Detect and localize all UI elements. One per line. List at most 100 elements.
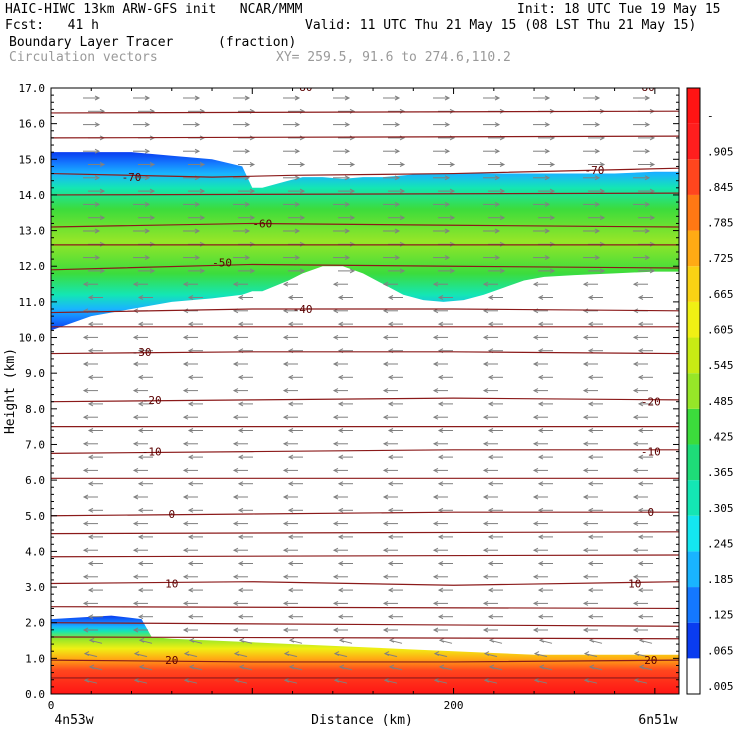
y-tick-label: 6.0 <box>25 474 45 487</box>
circulation-vector-head <box>94 148 101 154</box>
circulation-vector-head <box>594 175 601 181</box>
circulation-vector-head <box>482 334 489 340</box>
circulation-vector-head <box>182 574 189 580</box>
circulation-vector-head <box>338 664 345 670</box>
circulation-vector-head <box>82 441 89 447</box>
circulation-vector-head <box>332 334 339 340</box>
circulation-vector-head <box>394 148 401 154</box>
y-tick-label: 9.0 <box>25 367 45 380</box>
circulation-vector-head <box>544 228 551 234</box>
contour-label: 0 <box>168 508 175 521</box>
circulation-vector-head <box>144 148 151 154</box>
circulation-vector-head <box>632 361 639 367</box>
y-tick-label: 7.0 <box>25 438 45 451</box>
circulation-vector-head <box>537 295 544 300</box>
circulation-vector-head <box>294 255 301 261</box>
circulation-vector-head <box>244 228 251 234</box>
circulation-vector-head <box>482 441 489 447</box>
circulation-vector-head <box>388 664 395 670</box>
circulation-vector-head <box>637 321 644 327</box>
circulation-vector-head <box>583 677 590 683</box>
circulation-vector-head <box>182 547 189 553</box>
circulation-vector-head <box>399 215 406 221</box>
circulation-vector-head <box>482 627 489 633</box>
circulation-vector-head <box>99 268 106 274</box>
circulation-vector-head <box>432 467 439 473</box>
circulation-vector-head <box>382 547 389 553</box>
circulation-vector-head <box>449 162 456 167</box>
circulation-vector-head <box>333 677 340 683</box>
circulation-vector-head <box>87 428 94 433</box>
circulation-vector-head <box>649 162 656 167</box>
circulation-vector-head <box>287 374 294 380</box>
contour-label: -30 <box>132 346 152 359</box>
circulation-vector-head <box>387 481 394 487</box>
circulation-vector-head <box>387 401 394 407</box>
colorbar-swatch <box>687 658 700 694</box>
circulation-vector-head <box>637 295 644 300</box>
circulation-vector-head <box>132 361 139 367</box>
circulation-vector-head <box>382 441 389 447</box>
circulation-vector-head <box>532 521 539 527</box>
circulation-vector-head <box>383 651 390 657</box>
circulation-vector-head <box>582 494 589 500</box>
circulation-vector-head <box>437 374 444 380</box>
circulation-vector-head <box>533 677 540 683</box>
circulation-vector-head <box>488 637 495 643</box>
circulation-vector-head <box>633 651 640 657</box>
circulation-vector-head <box>633 677 640 683</box>
circulation-vector-head <box>337 614 344 620</box>
circulation-vector-head <box>332 467 339 473</box>
circulation-vector-head <box>432 627 439 633</box>
circulation-vector-head <box>294 148 301 154</box>
circulation-vector-head <box>232 388 239 394</box>
circulation-vector-head <box>232 627 239 633</box>
circulation-vector-head <box>487 454 494 460</box>
circulation-vector-head <box>582 334 589 340</box>
circulation-vector-head <box>644 201 651 207</box>
circulation-vector-head <box>394 122 401 128</box>
circulation-vector-head <box>132 494 139 500</box>
circulation-vector-head <box>187 507 194 513</box>
y-tick-label: 2.0 <box>25 617 45 630</box>
circulation-vector-head <box>533 651 540 657</box>
circulation-vector-head <box>349 215 356 221</box>
circulation-vector-head <box>282 388 289 394</box>
temperature-contour <box>51 308 679 314</box>
circulation-vector-head <box>332 574 339 580</box>
x-tick-label: 0 <box>48 699 55 712</box>
circulation-vector-head <box>132 600 139 606</box>
circulation-vector-head <box>87 348 94 354</box>
circulation-vector-head <box>487 401 494 407</box>
circulation-vector-head <box>387 295 394 300</box>
circulation-vector-head <box>444 228 451 234</box>
circulation-vector-head <box>283 677 290 683</box>
circulation-vector-head <box>599 188 606 194</box>
circulation-vector-head <box>532 414 539 420</box>
circulation-vector-head <box>483 651 490 657</box>
circulation-vector-head <box>444 148 451 154</box>
circulation-vector-head <box>587 587 594 593</box>
y-tick-label: 14.0 <box>19 189 46 202</box>
circulation-vector-head <box>238 664 245 670</box>
circulation-vector-head <box>582 388 589 394</box>
colorbar-label: .845 <box>707 181 734 194</box>
circulation-vector-head <box>182 334 189 340</box>
circulation-vector-head <box>132 547 139 553</box>
circulation-vector-head <box>338 637 345 643</box>
circulation-vector-head <box>87 454 94 460</box>
circulation-vector-head <box>594 122 601 128</box>
temperature-contour <box>51 659 679 663</box>
circulation-vector-head <box>583 651 590 657</box>
colorbar-swatch <box>687 444 700 481</box>
circulation-vector-head <box>137 534 144 540</box>
circulation-vector-head <box>632 547 639 553</box>
colorbar-label: .605 <box>707 324 734 337</box>
circulation-vector-head <box>82 521 89 527</box>
colorbar-label: .485 <box>707 395 734 408</box>
circulation-vector-head <box>582 414 589 420</box>
circulation-vector-head <box>638 664 645 670</box>
circulation-vector-head <box>587 401 594 407</box>
circulation-vector-head <box>700 216 704 220</box>
circulation-vector-head <box>644 148 651 154</box>
